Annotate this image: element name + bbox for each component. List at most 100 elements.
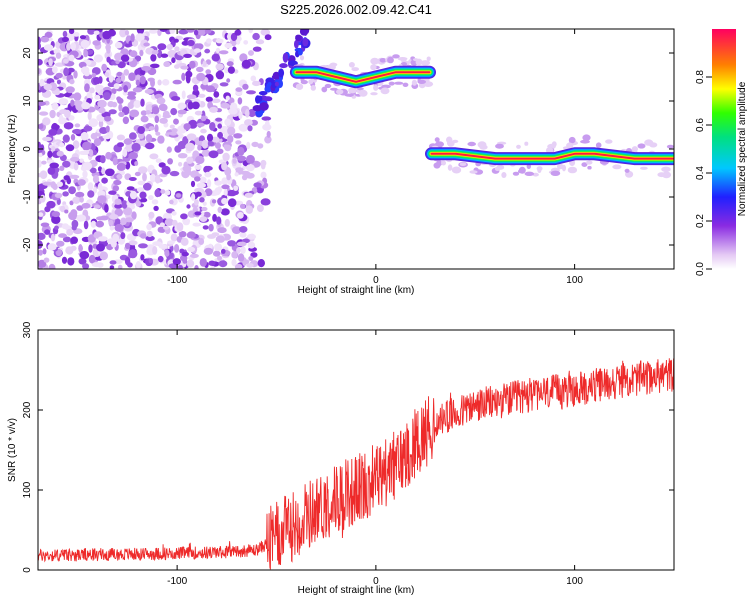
- arm-speckle: [259, 102, 269, 111]
- noise-speckle: [199, 191, 207, 199]
- noise-speckle: [63, 67, 69, 77]
- noise-speckle: [146, 223, 152, 231]
- noise-speckle: [193, 199, 199, 206]
- noise-speckle: [98, 76, 103, 84]
- noise-speckle: [153, 205, 159, 211]
- noise-speckle: [204, 171, 212, 178]
- noise-speckle: [235, 167, 244, 173]
- noise-speckle: [196, 122, 205, 127]
- noise-speckle: [211, 232, 220, 237]
- noise-speckle: [110, 239, 117, 248]
- noise-speckle: [180, 65, 189, 70]
- halo-speckle: [415, 58, 423, 66]
- noise-speckle: [123, 85, 128, 93]
- noise-speckle: [205, 69, 211, 75]
- y-tick-label: 20: [22, 47, 33, 59]
- noise-speckle: [70, 99, 75, 107]
- noise-speckle: [87, 111, 92, 121]
- noise-speckle: [128, 177, 137, 181]
- noise-speckle: [139, 49, 144, 57]
- noise-speckle: [170, 108, 178, 116]
- noise-speckle: [212, 213, 218, 222]
- noise-speckle: [186, 94, 197, 100]
- noise-speckle: [82, 161, 93, 171]
- halo-speckle: [411, 79, 417, 86]
- noise-speckle: [124, 43, 131, 48]
- noise-speckle: [199, 176, 207, 184]
- noise-speckle: [137, 126, 145, 134]
- noise-speckle: [189, 60, 196, 69]
- noise-speckle: [244, 119, 253, 126]
- noise-speckle: [236, 241, 247, 247]
- noise-speckle: [219, 82, 229, 87]
- noise-speckle: [38, 159, 42, 168]
- noise-speckle: [186, 231, 196, 239]
- noise-speckle: [93, 30, 100, 36]
- noise-speckle: [144, 89, 154, 94]
- noise-speckle: [124, 257, 131, 266]
- noise-speckle: [237, 212, 244, 219]
- noise-speckle: [261, 116, 272, 121]
- noise-speckle: [116, 71, 123, 77]
- noise-speckle: [145, 134, 153, 143]
- noise-speckle: [92, 175, 100, 184]
- noise-speckle: [42, 136, 52, 142]
- noise-speckle: [181, 40, 190, 46]
- noise-speckle: [157, 79, 162, 86]
- halo-speckle: [452, 139, 459, 143]
- halo-speckle: [467, 141, 477, 147]
- noise-speckle: [63, 122, 74, 130]
- noise-speckle: [150, 78, 155, 88]
- x-tick-label: -100: [167, 275, 187, 286]
- noise-speckle: [150, 63, 160, 69]
- noise-speckle: [199, 216, 208, 223]
- x-tick-label: 0: [373, 576, 379, 587]
- halo-speckle: [300, 80, 308, 85]
- noise-speckle: [225, 95, 230, 101]
- halo-speckle: [321, 86, 328, 93]
- noise-speckle: [160, 189, 166, 195]
- y-tick-label: -10: [22, 189, 33, 204]
- noise-speckle: [134, 161, 139, 166]
- noise-speckle: [70, 42, 77, 51]
- noise-speckle: [221, 248, 226, 254]
- noise-speckle: [180, 237, 189, 246]
- noise-speckle: [101, 177, 108, 184]
- halo-speckle: [469, 170, 478, 174]
- noise-speckle: [131, 211, 137, 220]
- noise-speckle: [239, 232, 247, 238]
- halo-speckle: [595, 142, 602, 148]
- halo-speckle: [568, 136, 576, 144]
- noise-speckle: [137, 180, 145, 186]
- noise-speckle: [58, 233, 67, 238]
- noise-speckle: [127, 101, 134, 109]
- noise-speckle: [163, 61, 171, 67]
- noise-speckle: [207, 141, 214, 147]
- halo-speckle: [348, 62, 355, 68]
- y-tick-label: 10: [22, 95, 33, 107]
- noise-speckle: [200, 115, 207, 122]
- halo-speckle: [336, 89, 344, 95]
- noise-speckle: [47, 150, 53, 158]
- noise-speckle: [159, 29, 168, 32]
- noise-speckle: [126, 95, 136, 100]
- halo-speckle: [392, 54, 400, 59]
- noise-speckle: [151, 199, 159, 205]
- noise-speckle: [231, 259, 237, 267]
- noise-speckle: [172, 258, 181, 266]
- halo-speckle: [581, 162, 588, 168]
- noise-speckle: [38, 173, 42, 178]
- noise-speckle: [38, 232, 46, 240]
- noise-speckle: [149, 173, 156, 183]
- noise-speckle: [148, 211, 155, 219]
- noise-speckle: [113, 83, 120, 90]
- noise-speckle: [209, 106, 218, 113]
- noise-speckle: [145, 110, 151, 115]
- noise-speckle: [181, 72, 186, 81]
- noise-speckle: [169, 170, 180, 177]
- noise-speckle: [245, 164, 255, 172]
- noise-speckle: [122, 116, 130, 125]
- arm-speckle: [297, 48, 303, 56]
- noise-speckle: [82, 170, 88, 179]
- noise-speckle: [82, 141, 92, 151]
